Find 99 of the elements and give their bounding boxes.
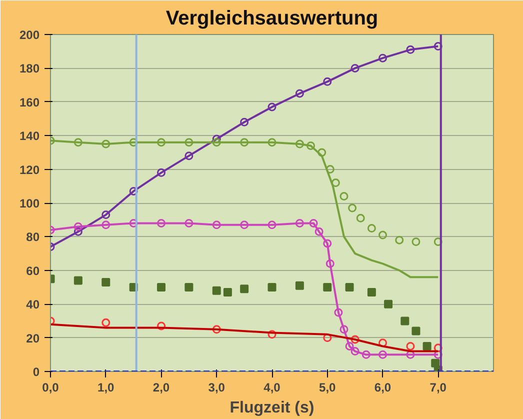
point — [240, 220, 249, 230]
point — [268, 138, 276, 147]
point — [323, 239, 332, 248]
point — [367, 224, 376, 233]
x-tick-label: 3,0 — [208, 380, 226, 394]
point — [334, 308, 343, 317]
point — [240, 138, 249, 147]
point — [129, 218, 138, 228]
point — [395, 236, 404, 244]
point — [240, 118, 249, 126]
point — [102, 220, 110, 230]
point — [157, 283, 166, 292]
point — [434, 344, 442, 352]
point — [378, 230, 387, 240]
x-tick-label: 7,0 — [430, 380, 447, 394]
point — [295, 89, 304, 98]
x-tick-label: 2,0 — [152, 380, 170, 394]
point — [406, 45, 415, 54]
y-tick-label: 0 — [32, 365, 40, 379]
point — [74, 138, 82, 147]
point — [74, 222, 82, 231]
point — [74, 227, 82, 236]
point — [362, 350, 370, 359]
point — [184, 152, 194, 160]
point — [184, 138, 194, 147]
point — [412, 238, 420, 246]
point — [157, 218, 166, 228]
point — [323, 283, 332, 292]
y-tick-label: 80 — [26, 230, 40, 244]
point — [102, 278, 110, 286]
point — [314, 227, 324, 236]
point — [340, 192, 348, 201]
point — [268, 283, 276, 292]
y-tick-label: 100 — [19, 196, 40, 210]
point — [295, 140, 304, 148]
point — [350, 347, 360, 356]
point — [367, 288, 376, 297]
y-tick-label: 120 — [19, 162, 40, 177]
point — [378, 54, 387, 62]
point — [102, 140, 110, 148]
point — [378, 338, 387, 348]
point — [212, 286, 221, 295]
point — [268, 102, 276, 112]
point — [378, 350, 387, 359]
point — [356, 214, 365, 222]
point — [184, 283, 194, 292]
point — [350, 64, 360, 72]
point — [422, 342, 432, 350]
point — [412, 326, 420, 336]
point — [345, 283, 354, 292]
point — [318, 148, 326, 157]
point — [295, 218, 304, 228]
point — [400, 316, 410, 326]
point — [212, 220, 221, 230]
point — [129, 186, 138, 196]
line-series — [50, 323, 440, 352]
x-tick-label: 0,0 — [42, 380, 60, 394]
y-tick-label: 180 — [19, 62, 40, 76]
x-tick-label: 1,0 — [98, 380, 115, 394]
point — [326, 165, 334, 174]
point — [406, 342, 415, 350]
point — [212, 325, 221, 334]
chart-title: Vergleichsauswertung — [166, 8, 378, 30]
point — [157, 168, 166, 177]
point — [345, 342, 354, 350]
point — [350, 335, 360, 344]
y-tick-label: 20 — [26, 331, 40, 346]
y-tick-label: 160 — [19, 95, 40, 110]
point — [157, 322, 166, 330]
x-axis-title: Flugzeit (s) — [230, 400, 314, 416]
y-tick-label: 40 — [26, 298, 40, 312]
x-tick-label: 5,0 — [319, 380, 336, 394]
point — [212, 134, 221, 144]
point — [102, 210, 110, 220]
point — [434, 238, 442, 246]
y-tick-label: 140 — [19, 129, 40, 144]
point — [306, 141, 316, 150]
point — [223, 288, 232, 297]
point — [268, 220, 276, 230]
point — [348, 204, 357, 212]
line-series — [50, 140, 440, 278]
point — [184, 218, 194, 228]
y-tick-label: 200 — [19, 28, 40, 42]
point — [240, 284, 249, 294]
x-tick-label: 6,0 — [374, 380, 392, 394]
point — [74, 276, 82, 285]
x-tick-label: 4,0 — [264, 380, 281, 394]
point — [384, 300, 393, 308]
point — [309, 218, 318, 228]
point — [212, 138, 221, 147]
point — [331, 178, 340, 188]
point — [157, 138, 166, 147]
point — [340, 325, 348, 334]
point — [323, 77, 332, 86]
point — [102, 318, 110, 327]
point — [326, 259, 334, 268]
point — [295, 281, 304, 290]
y-tick-label: 60 — [26, 264, 40, 278]
point — [268, 330, 276, 339]
